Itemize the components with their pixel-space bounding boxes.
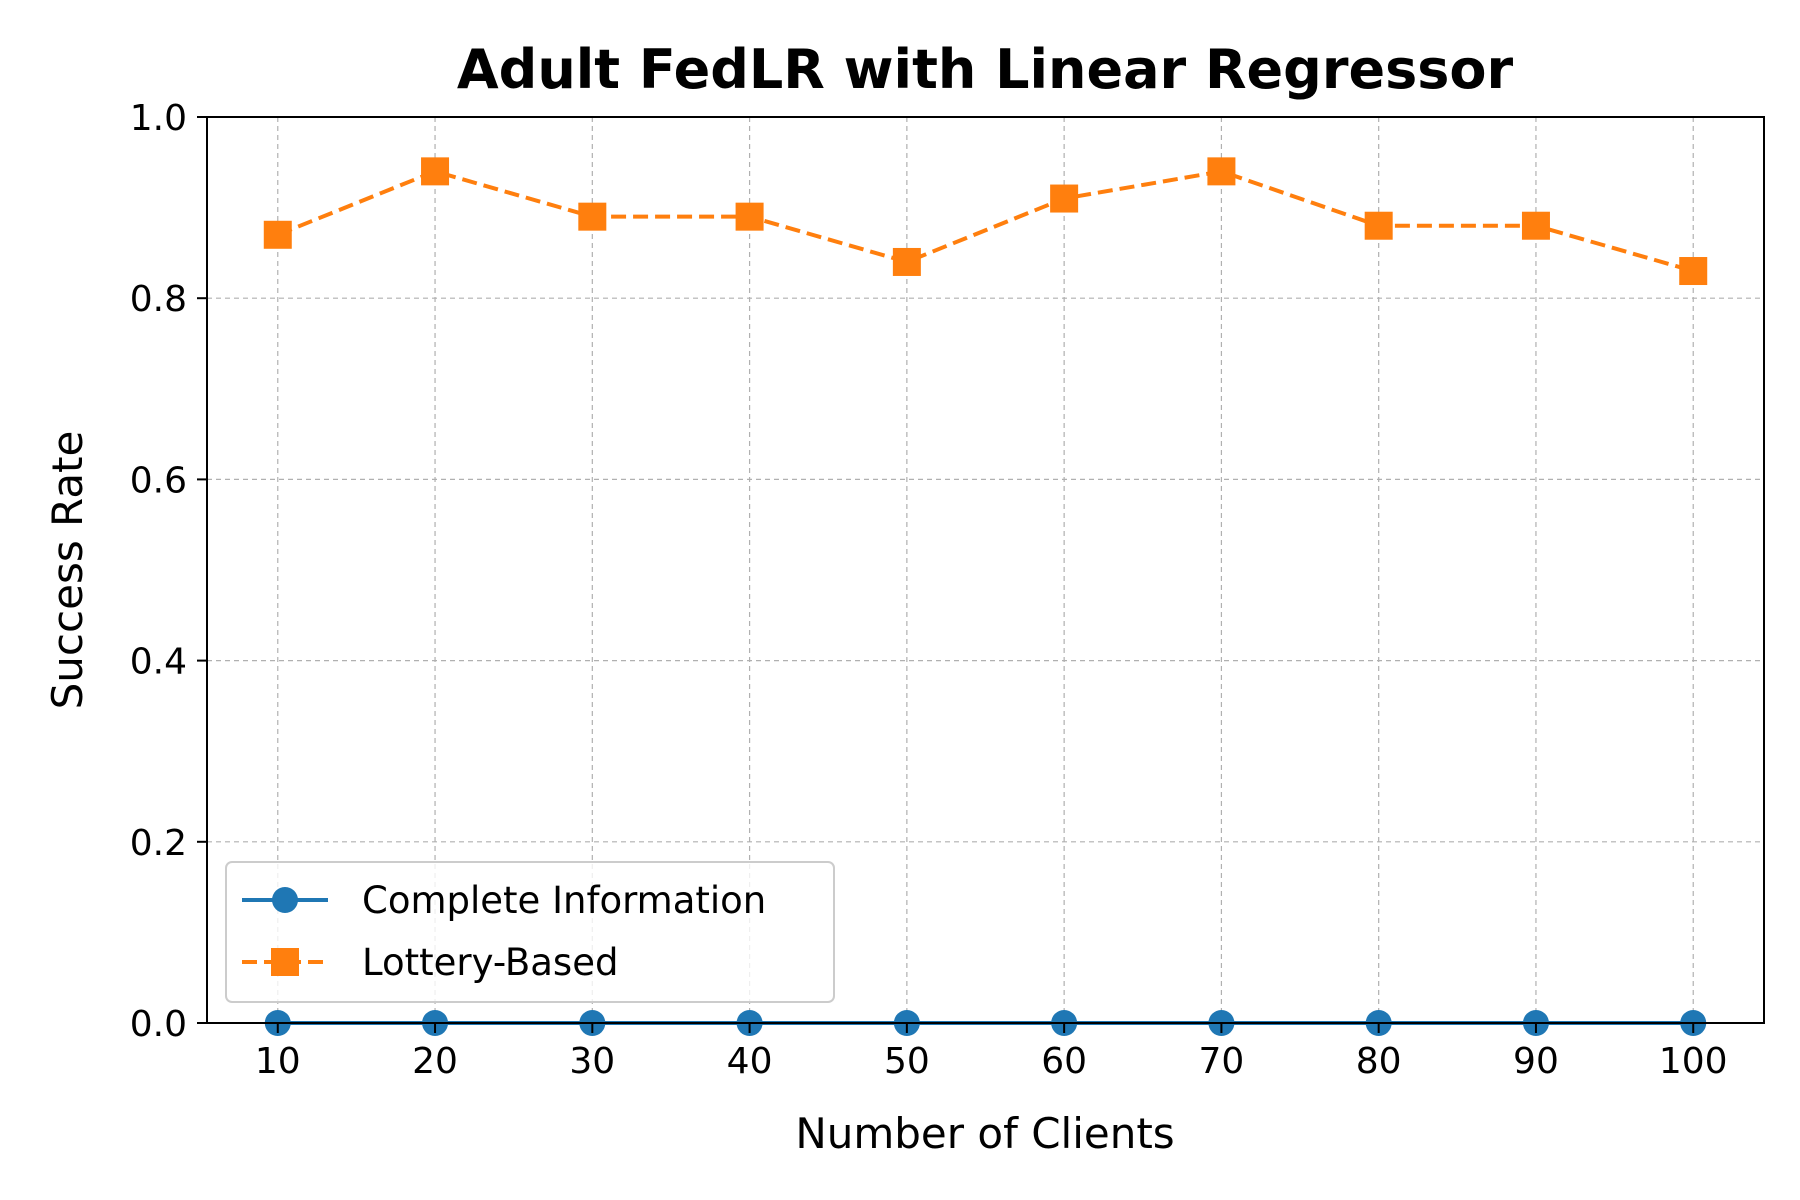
legend: Complete Information Lottery-Based	[225, 861, 835, 1003]
x-tick-label: 30	[569, 1041, 615, 1082]
x-tick-label: 50	[884, 1041, 930, 1082]
legend-entries: Complete Information Lottery-Based	[242, 879, 766, 984]
x-tick-label: 90	[1513, 1041, 1559, 1082]
series-2	[263, 157, 1708, 286]
legend-marker	[272, 887, 298, 913]
x-tick-label: 10	[255, 1041, 301, 1082]
y-tick-label: 0.6	[130, 460, 187, 501]
data-point	[1050, 184, 1079, 213]
x-tick-label: 40	[727, 1041, 773, 1082]
y-tick-label: 1.0	[130, 98, 187, 139]
legend-label: Lottery-Based	[362, 941, 618, 984]
axes-frame	[206, 116, 1765, 1024]
x-tick-label: 100	[1659, 1041, 1728, 1082]
y-tick-label: 0.8	[130, 279, 187, 320]
y-tick-label: 0.0	[130, 1004, 187, 1045]
y-tick-label: 0.2	[130, 823, 187, 864]
legend-entry: Lottery-Based	[242, 941, 618, 984]
data-point	[578, 202, 607, 231]
data-point	[1207, 157, 1236, 186]
series-line	[277, 169, 1694, 273]
x-tick-label: 80	[1356, 1041, 1402, 1082]
x-axis-label: Number of Clients	[795, 1109, 1174, 1158]
data-point	[1364, 211, 1393, 240]
y-axis-label: Success Rate	[43, 431, 92, 710]
legend-marker	[271, 948, 299, 976]
x-tick-label: 20	[412, 1041, 458, 1082]
y-tick-label: 0.4	[130, 642, 187, 683]
grid	[207, 117, 1764, 1023]
data-point	[735, 202, 764, 231]
data-point	[1679, 257, 1708, 286]
chart-title: Adult FedLR with Linear Regressor	[457, 38, 1514, 101]
x-tick-label: 70	[1199, 1041, 1245, 1082]
legend-frame	[225, 861, 835, 1003]
legend-entry: Complete Information	[242, 879, 766, 922]
x-tick-label: 60	[1041, 1041, 1087, 1082]
data-point	[1521, 211, 1550, 240]
legend-label: Complete Information	[362, 879, 766, 922]
data-point	[421, 157, 450, 186]
ticks: 10 20 30 40 50 60 70 80 90 100 0.0 0.2 0.4 0.6 0.8 1.0	[130, 98, 1728, 1082]
data-point	[892, 247, 921, 276]
data-point	[263, 220, 292, 249]
